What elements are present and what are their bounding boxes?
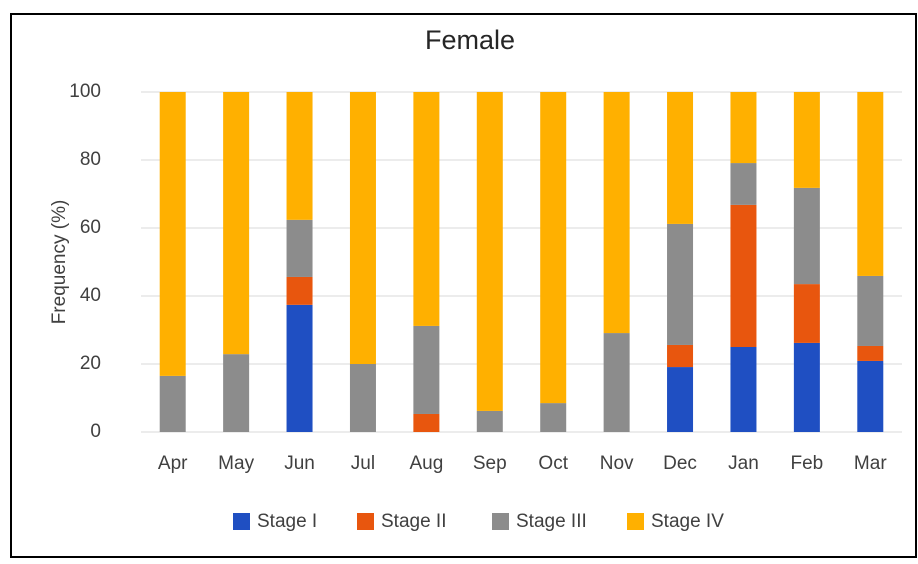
x-tick-label: Feb: [791, 453, 824, 474]
bar-segment: [603, 333, 630, 432]
bar-segment: [667, 344, 694, 368]
x-tick-label: Sep: [473, 453, 507, 474]
bar-segment: [857, 92, 884, 276]
x-tick-label: Oct: [538, 453, 568, 474]
chart-title: Female: [425, 25, 515, 55]
bar-segment: [857, 345, 884, 361]
legend-label: Stage II: [381, 511, 447, 532]
x-tick-label: Aug: [409, 453, 443, 474]
y-tick-label: 60: [80, 217, 101, 238]
bar-segment: [286, 92, 313, 220]
x-tick-label: Jun: [284, 453, 315, 474]
bar-segment: [159, 92, 186, 376]
bar-segment: [286, 304, 313, 432]
bar-segment: [793, 187, 820, 285]
bar-segment: [730, 347, 757, 432]
y-tick-label: 0: [90, 421, 101, 442]
bar-segment: [667, 223, 694, 345]
bar-segment: [793, 342, 820, 432]
legend-label: Stage III: [516, 511, 587, 532]
y-tick-label: 80: [80, 149, 101, 170]
bar-segment: [667, 92, 694, 224]
bar-segment: [413, 325, 440, 414]
legend-swatch: [627, 513, 644, 530]
legend-label: Stage IV: [651, 511, 724, 532]
bar-segment: [793, 92, 820, 188]
bar-segment: [603, 92, 630, 334]
y-tick-label: 20: [80, 353, 101, 374]
y-tick-label: 100: [69, 81, 101, 102]
y-axis-label: Frequency (%): [49, 200, 70, 325]
frame: [10, 13, 917, 558]
legend-swatch: [492, 513, 509, 530]
x-tick-label: Jan: [728, 453, 759, 474]
x-tick-label: Dec: [663, 453, 697, 474]
x-tick-label: Apr: [158, 453, 188, 474]
bar-segment: [223, 92, 250, 355]
legend-swatch: [357, 513, 374, 530]
bar-segment: [540, 403, 567, 432]
bar-segment: [793, 284, 820, 343]
bar-segment: [223, 354, 250, 432]
legend-swatch: [233, 513, 250, 530]
bar-segment: [159, 375, 186, 432]
bar-segment: [857, 275, 884, 346]
bar-segment: [476, 410, 503, 432]
x-tick-label: Nov: [600, 453, 634, 474]
bar-segment: [540, 92, 567, 404]
bar-segment: [730, 163, 757, 205]
bar-segment: [476, 92, 503, 411]
x-tick-label: Mar: [854, 453, 887, 474]
bar-segment: [730, 92, 757, 164]
bar-segment: [730, 204, 757, 347]
bar-segment: [857, 360, 884, 432]
bar-segment: [286, 219, 313, 277]
bar-segment: [413, 413, 440, 432]
bar-segment: [349, 92, 376, 364]
bar-segment: [349, 364, 376, 432]
x-tick-label: Jul: [351, 453, 375, 474]
x-tick-label: May: [218, 453, 254, 474]
bar-segment: [286, 276, 313, 305]
bar-segment: [413, 92, 440, 326]
y-tick-label: 40: [80, 285, 101, 306]
legend-label: Stage I: [257, 511, 317, 532]
bar-segment: [667, 367, 694, 432]
